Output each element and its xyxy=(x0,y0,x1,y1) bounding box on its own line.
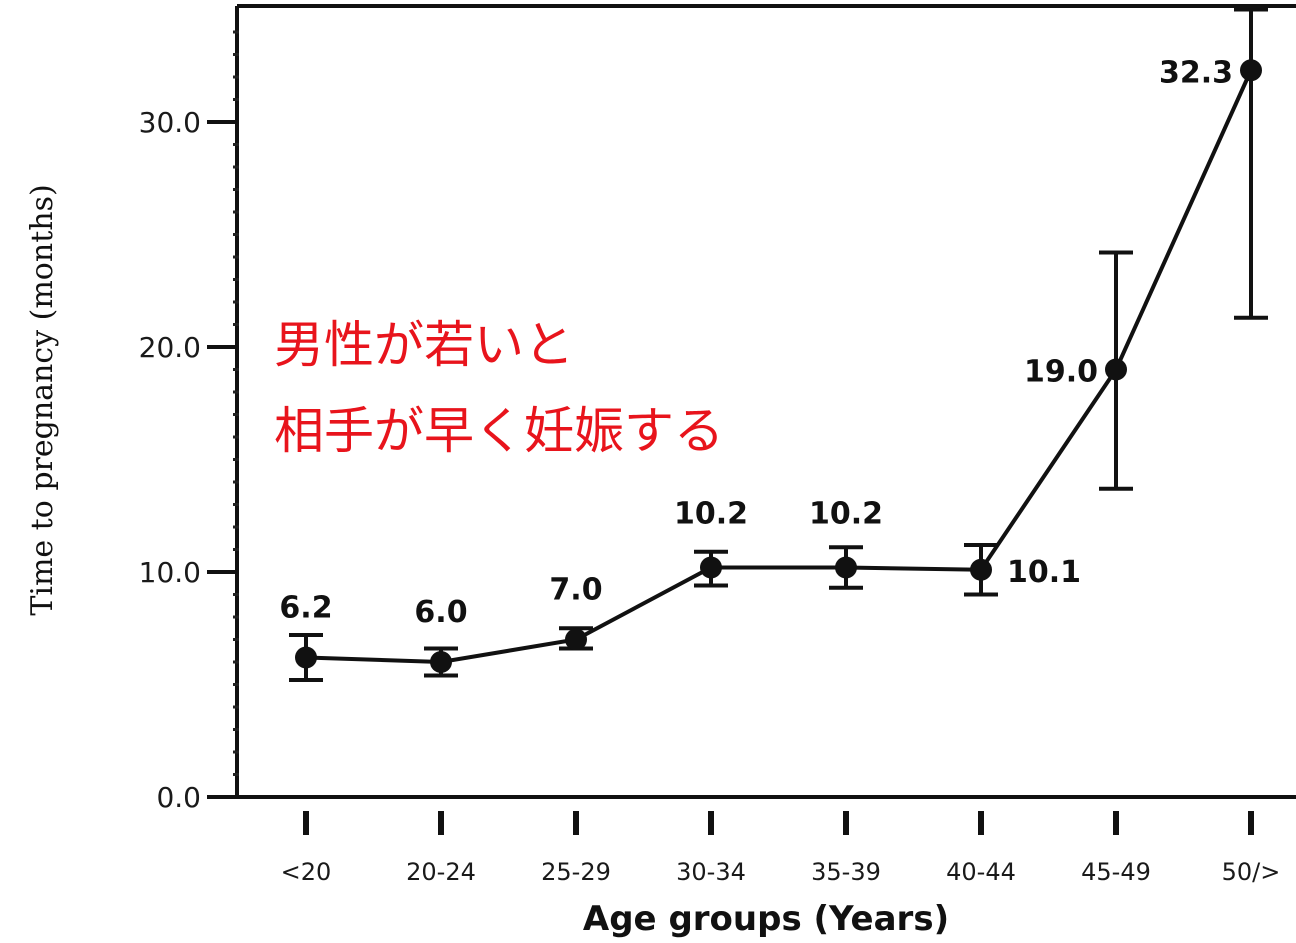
data-label-3: 10.2 xyxy=(674,497,748,532)
x-tick-label-5: 40-44 xyxy=(946,858,1016,886)
x-tick-label-0: <20 xyxy=(281,858,332,886)
y-tick-label-3: 30.0 xyxy=(139,106,201,139)
x-axis: <20 20-24 25-29 30-34 35-39 40-44 45-49 50/> xyxy=(281,811,1281,886)
data-label-4: 10.2 xyxy=(809,497,883,532)
x-tick-label-2: 25-29 xyxy=(541,858,611,886)
data-label-1: 6.0 xyxy=(414,595,467,630)
data-label-2: 7.0 xyxy=(549,573,602,608)
series-line-group xyxy=(305,69,1253,665)
y-tick-label-0: 0.0 xyxy=(156,781,201,814)
data-point-4 xyxy=(835,556,857,579)
data-point-0 xyxy=(295,646,317,669)
y-tick-label-1: 10.0 xyxy=(139,556,201,589)
x-axis-title: Age groups (Years) xyxy=(583,899,949,939)
y-axis-title: Time to pregnancy (months) xyxy=(25,184,60,615)
x-tick-label-4: 35-39 xyxy=(811,858,881,886)
data-labels: 6.2 6.0 7.0 10.2 10.2 10.1 19.0 32.3 xyxy=(279,55,1233,630)
data-label-5: 10.1 xyxy=(1007,555,1081,590)
annotation: 男性が若いと 相手が早く妊娠する xyxy=(274,316,724,460)
data-label-7: 32.3 xyxy=(1159,55,1233,90)
series-line xyxy=(305,69,1253,665)
y-minor-ticks xyxy=(233,30,239,776)
x-tick-label-6: 45-49 xyxy=(1081,858,1151,886)
data-point-2 xyxy=(565,628,587,651)
y-tick-label-2: 20.0 xyxy=(139,331,201,364)
plot-frame xyxy=(235,4,1296,799)
x-tick-label-3: 30-34 xyxy=(676,858,746,886)
data-point-5 xyxy=(970,558,992,581)
data-point-1 xyxy=(430,651,452,673)
y-axis: 0.0 10.0 20.0 30.0 xyxy=(139,106,237,814)
annotation-line-1: 男性が若いと xyxy=(274,316,574,374)
x-tick-label-7: 50/> xyxy=(1222,858,1281,886)
annotation-line-2: 相手が早く妊娠する xyxy=(274,402,724,460)
x-tick-label-1: 20-24 xyxy=(406,858,476,886)
data-points xyxy=(295,59,1262,673)
data-label-0: 6.2 xyxy=(279,591,332,626)
data-point-7 xyxy=(1240,59,1262,82)
data-point-3 xyxy=(700,556,722,579)
data-label-6: 19.0 xyxy=(1024,355,1098,390)
data-point-6 xyxy=(1105,358,1127,381)
